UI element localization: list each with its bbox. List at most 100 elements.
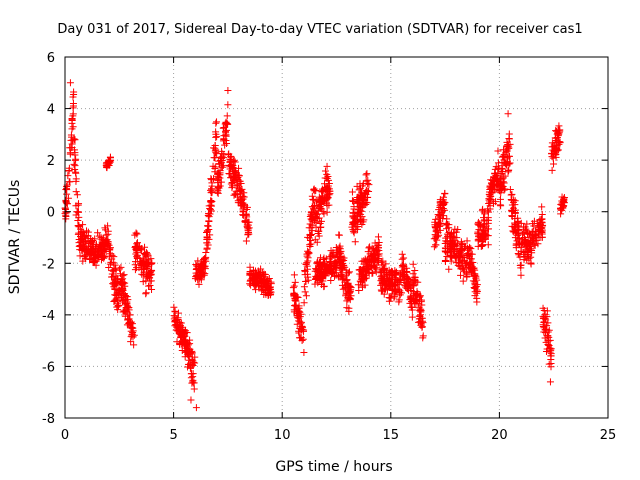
data-point — [365, 258, 373, 266]
data-point — [487, 195, 494, 203]
data-point — [184, 351, 192, 359]
data-point — [339, 275, 347, 283]
data-point — [355, 286, 363, 294]
data-point — [412, 297, 420, 305]
data-point — [131, 266, 139, 274]
data-point — [481, 227, 489, 235]
data-point — [405, 286, 413, 294]
data-point — [450, 229, 458, 237]
data-point — [175, 309, 183, 317]
x-tick-label: 20 — [491, 428, 508, 443]
data-point — [552, 150, 560, 158]
data-point — [108, 270, 116, 278]
data-point — [72, 188, 80, 196]
data-point — [128, 320, 136, 328]
data-point — [409, 270, 417, 278]
data-point — [239, 195, 247, 203]
data-point — [312, 213, 320, 221]
data-point — [325, 180, 333, 188]
data-point — [311, 236, 319, 244]
data-point — [435, 206, 443, 214]
data-point — [106, 245, 114, 253]
data-point — [210, 144, 218, 152]
data-point — [215, 184, 223, 192]
data-point — [67, 131, 75, 139]
data-point — [170, 312, 178, 320]
data-point — [374, 233, 382, 241]
y-tick-label: -6 — [42, 360, 55, 375]
data-point — [358, 182, 366, 190]
data-point — [350, 229, 358, 237]
data-point — [192, 404, 200, 412]
data-point — [487, 176, 495, 184]
data-point — [491, 169, 499, 177]
data-point — [315, 270, 323, 278]
x-tick-label: 5 — [169, 428, 177, 443]
data-point — [302, 277, 310, 285]
data-point — [214, 189, 222, 197]
data-point — [118, 275, 126, 283]
data-point — [532, 235, 540, 243]
data-point — [556, 138, 564, 146]
data-point — [537, 225, 545, 233]
data-point — [345, 287, 353, 295]
data-point — [355, 209, 363, 217]
data-point — [303, 250, 311, 258]
data-point — [318, 188, 326, 196]
data-point — [559, 197, 567, 205]
data-point — [400, 254, 408, 262]
data-point — [211, 165, 219, 173]
data-point — [386, 269, 394, 277]
data-point — [350, 215, 358, 223]
data-point — [207, 175, 215, 183]
data-point — [63, 184, 71, 192]
data-point — [360, 216, 368, 224]
data-point — [511, 209, 519, 217]
data-point — [436, 222, 444, 230]
data-point — [181, 332, 189, 340]
data-point — [335, 253, 343, 261]
data-point — [235, 172, 243, 180]
data-point — [324, 194, 332, 202]
data-point — [441, 190, 449, 198]
data-point — [243, 203, 251, 211]
data-point — [364, 179, 372, 187]
data-point — [64, 194, 72, 202]
data-point — [221, 141, 229, 149]
data-point — [120, 271, 128, 279]
data-point — [300, 299, 308, 307]
data-point — [441, 258, 449, 266]
data-point — [314, 266, 322, 274]
data-point — [291, 278, 299, 286]
data-point — [494, 147, 502, 155]
data-point — [112, 292, 120, 300]
data-point — [312, 223, 320, 231]
data-point — [172, 321, 180, 329]
data-point — [496, 201, 504, 209]
series-cas1 — [61, 79, 568, 412]
data-point — [524, 249, 532, 257]
data-point — [248, 272, 256, 280]
data-point — [320, 196, 328, 204]
data-point — [108, 255, 116, 263]
y-tick-label: 4 — [47, 103, 55, 118]
data-point — [82, 246, 90, 254]
data-point — [351, 219, 359, 227]
data-point — [132, 229, 140, 237]
data-point — [385, 283, 393, 291]
data-point — [175, 325, 183, 333]
data-point — [205, 202, 213, 210]
data-point — [506, 186, 514, 194]
data-point — [548, 166, 556, 174]
data-point — [78, 233, 86, 241]
data-point — [293, 293, 301, 301]
data-point — [345, 307, 353, 315]
data-point — [450, 233, 458, 241]
data-point — [551, 145, 559, 153]
data-point — [66, 144, 74, 152]
data-point — [364, 193, 372, 201]
data-point — [476, 221, 484, 229]
data-point — [84, 236, 92, 244]
data-point — [259, 271, 267, 279]
data-point — [503, 154, 511, 162]
